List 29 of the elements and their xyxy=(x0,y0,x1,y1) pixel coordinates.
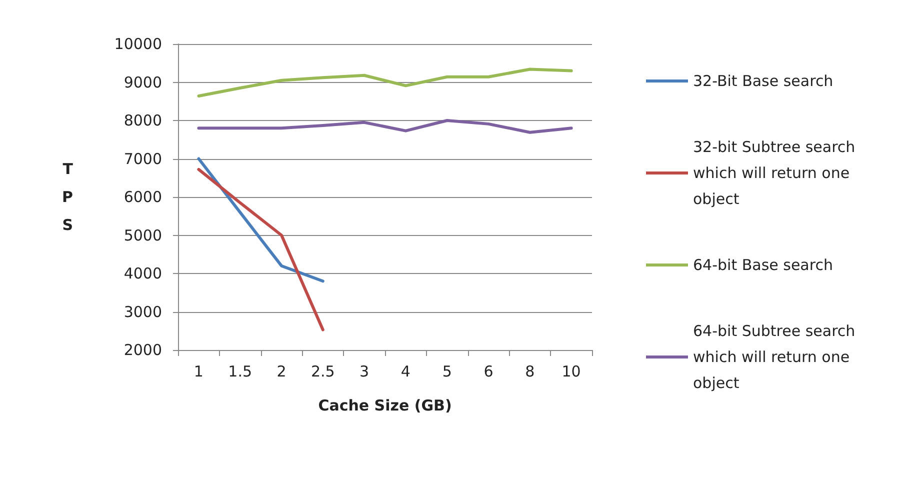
y-tick-label: 3000 xyxy=(124,302,162,321)
legend-label: 32-Bit Base search xyxy=(693,72,834,90)
y-tick-label: 5000 xyxy=(124,226,162,244)
y-tick-label: 6000 xyxy=(124,188,162,206)
legend-label: 32-bit Subtree search which will return one object xyxy=(693,138,860,208)
x-tick-label: 10 xyxy=(562,362,581,380)
y-tick-label: 7000 xyxy=(124,150,162,168)
y-tick-label: 4000 xyxy=(124,264,162,282)
legend-label: 64-bit Subtree search which will return one object xyxy=(693,322,860,392)
x-tick-label: 4 xyxy=(400,362,410,380)
line-series xyxy=(197,119,573,134)
x-tick-label: 1 xyxy=(194,362,204,380)
y-tick-label: 10000 xyxy=(114,35,162,53)
y-tick-label: 8000 xyxy=(124,112,162,130)
legend-label: 64-bit Base search xyxy=(693,256,833,274)
x-tick-label: 3 xyxy=(360,362,370,380)
x-tick-label: 1.5 xyxy=(228,362,252,380)
x-tick-label: 6 xyxy=(484,362,494,380)
x-axis-title: Cache Size (GB) xyxy=(318,396,452,414)
y-tick-label: 2000 xyxy=(124,341,162,359)
x-tick-label: 5 xyxy=(442,362,452,380)
x-tick-label: 8 xyxy=(525,362,535,380)
y-tick-label: 9000 xyxy=(124,73,162,92)
x-tick-label: 2.5 xyxy=(310,362,335,380)
y-axis-title: TPS xyxy=(62,160,74,234)
line-series xyxy=(197,168,324,332)
x-tick-label: 2 xyxy=(276,362,286,380)
line-series xyxy=(197,157,324,283)
line-series xyxy=(197,68,573,98)
